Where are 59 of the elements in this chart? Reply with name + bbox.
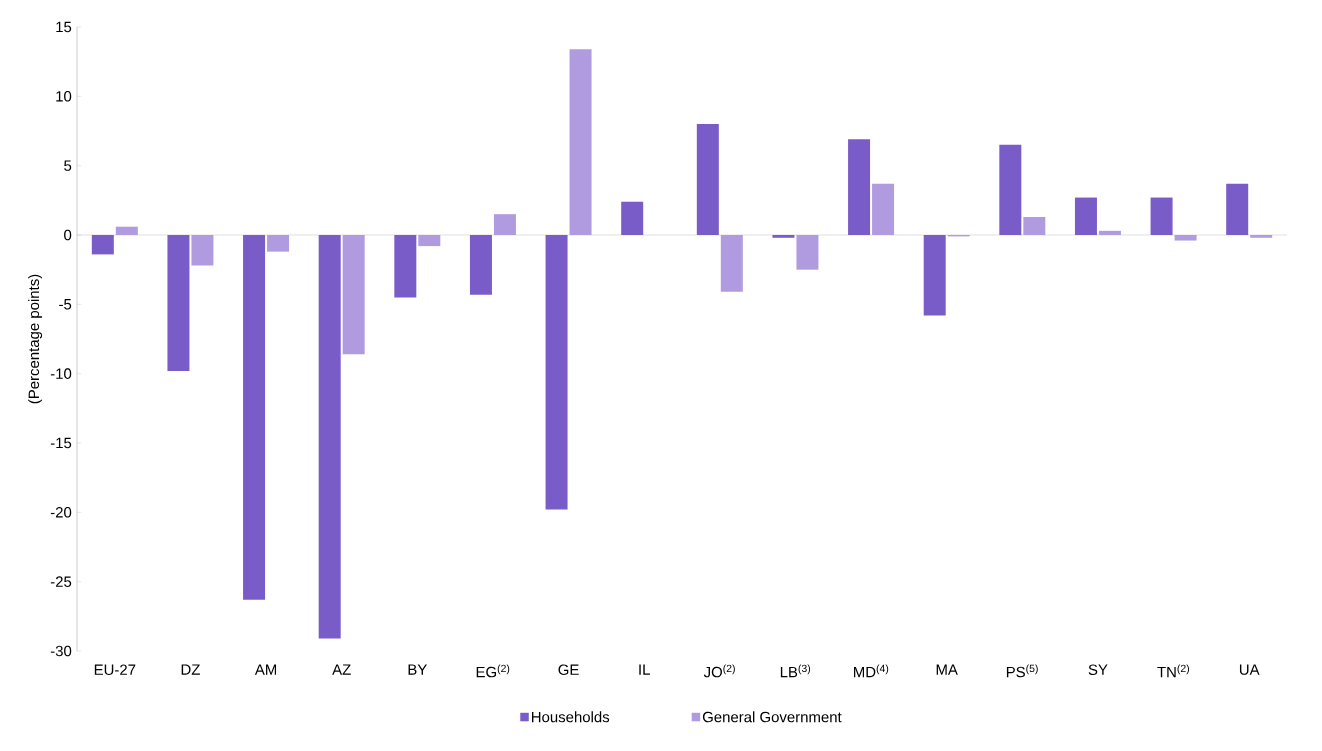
bar (493, 214, 516, 235)
bar (91, 235, 114, 255)
bar (318, 235, 341, 639)
y-tick-label: -15 (50, 437, 72, 449)
bar (848, 139, 871, 235)
bar (243, 235, 266, 600)
x-tick-label: UA (1239, 664, 1260, 675)
y-tick-label: -25 (50, 576, 72, 587)
bar (545, 235, 568, 510)
y-tick-label: -10 (50, 368, 72, 379)
bar (267, 235, 290, 252)
bar (696, 124, 719, 235)
bar (1150, 197, 1173, 235)
y-tick-label: -5 (59, 299, 72, 310)
bar (191, 235, 214, 266)
bar (1074, 197, 1097, 235)
bar (999, 144, 1022, 235)
x-tick-label: AZ (332, 664, 351, 675)
x-tick-label: IL (639, 664, 650, 675)
x-tick-label: EU-27 (94, 664, 136, 676)
bar (394, 235, 417, 298)
bar (342, 235, 365, 355)
bar (621, 201, 644, 235)
legend-label: Households (531, 711, 610, 723)
x-tick-label: TN$^{(2)}$ (1157, 664, 1190, 678)
x-tick-label: PS$^{(5)}$ (1006, 664, 1038, 678)
bar (418, 235, 441, 247)
y-tick-label: 10 (56, 91, 72, 102)
x-tick-label: MD$^{(4)}$ (854, 664, 889, 678)
x-tick-label: DZ (181, 664, 200, 675)
bar (1098, 230, 1121, 235)
bar (720, 235, 743, 292)
y-tick-label: 15 (56, 21, 72, 33)
x-tick-label: GE (558, 664, 579, 676)
legend-label: General Government (702, 711, 842, 723)
bar (1023, 216, 1046, 235)
x-tick-label: JO$^{(2)}$ (703, 664, 735, 678)
bar (1226, 183, 1249, 235)
y-axis-title: (Percentage points) (28, 274, 43, 404)
x-tick-label: EG$^{(2)}$ (476, 664, 510, 678)
bar (569, 49, 592, 235)
bar (115, 226, 138, 235)
x-tick-label: MA (936, 664, 958, 675)
y-tick-label: 5 (64, 160, 72, 171)
x-tick-label: LB$^{(3)}$ (780, 664, 811, 678)
x-tick-label: SY (1088, 664, 1108, 676)
x-tick-label: BY (408, 664, 427, 675)
bar (1174, 235, 1197, 241)
bar (796, 235, 819, 270)
bar (469, 235, 492, 295)
y-tick-label: -20 (50, 507, 72, 518)
y-tick-label: -30 (50, 645, 72, 657)
bar (923, 235, 946, 316)
x-tick-label: AM (254, 664, 277, 675)
bar (772, 235, 795, 238)
bar (1250, 235, 1273, 238)
bar (872, 183, 895, 235)
bar (167, 235, 190, 371)
y-tick-label: 0 (64, 229, 72, 241)
